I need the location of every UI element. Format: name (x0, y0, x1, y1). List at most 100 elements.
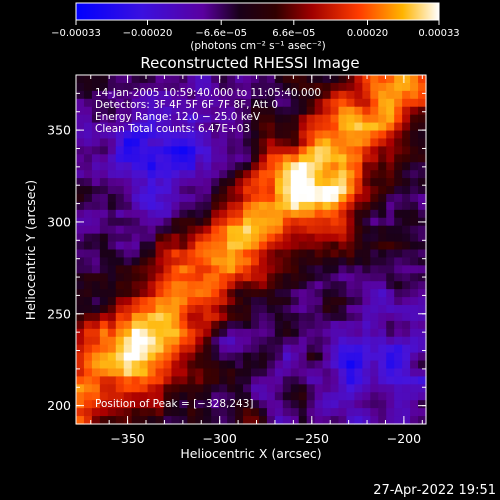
heatmap-cell (91, 162, 101, 171)
heatmap-cell (282, 178, 292, 187)
heatmap-cell (155, 75, 165, 84)
heatmap-cell (163, 281, 173, 290)
heatmap-cell (195, 162, 204, 171)
heatmap-cell (131, 130, 141, 140)
heatmap-cell (418, 130, 427, 140)
heatmap-cell (258, 233, 268, 243)
heatmap-cell (274, 106, 284, 116)
heatmap-cell (243, 201, 252, 211)
heatmap-cell (187, 384, 196, 393)
heatmap-cell (203, 265, 212, 274)
heatmap-cell (171, 241, 180, 251)
heatmap-cell (235, 170, 244, 179)
heatmap-cell (402, 209, 411, 219)
heatmap-cell (139, 289, 149, 298)
heatmap-cell (266, 138, 276, 147)
heatmap-cell (346, 344, 355, 354)
heatmap-cell (131, 336, 141, 346)
heatmap-cell (219, 114, 228, 124)
heatmap-cell (418, 273, 427, 282)
heatmap-cell (155, 336, 165, 346)
heatmap-cell (179, 336, 188, 346)
heatmap-cell (402, 241, 411, 251)
heatmap-cell (274, 384, 284, 393)
heatmap-cell (410, 273, 419, 282)
heatmap-cell (155, 186, 165, 195)
heatmap-cell (195, 201, 204, 211)
heatmap-cell (76, 368, 85, 378)
heatmap-cell (115, 320, 125, 330)
heatmap-cell (282, 162, 292, 171)
heatmap-cell (306, 146, 316, 155)
heatmap-cell (258, 384, 268, 393)
heatmap-cell (402, 154, 411, 163)
heatmap-cell (338, 336, 348, 346)
heatmap-cell (314, 114, 324, 124)
heatmap-cell (282, 368, 292, 378)
heatmap-cell (394, 312, 403, 322)
heatmap-cell (83, 146, 93, 155)
heatmap-cell (274, 312, 284, 322)
heatmap-cell (394, 146, 403, 155)
heatmap-cell (243, 154, 252, 163)
heatmap-cell (298, 320, 308, 330)
heatmap-cell (410, 106, 419, 116)
heatmap-cell (402, 217, 411, 227)
heatmap-cell (99, 265, 109, 274)
heatmap-cell (131, 376, 141, 385)
heatmap-cell (258, 352, 268, 362)
heatmap-cell (322, 217, 332, 227)
heatmap-cell (131, 193, 141, 203)
heatmap-cell (322, 352, 332, 362)
heatmap-cell (274, 320, 284, 330)
heatmap-cell (219, 281, 228, 290)
heatmap-cell (290, 376, 300, 385)
heatmap-cell (410, 75, 419, 84)
heatmap-cell (83, 257, 93, 266)
heatmap-cell (418, 146, 427, 155)
heatmap-cell (219, 400, 228, 409)
heatmap-cell (203, 186, 212, 195)
heatmap-cell (330, 392, 340, 401)
heatmap-cell (330, 416, 340, 425)
heatmap-cell (394, 186, 403, 195)
heatmap-cell (123, 265, 133, 274)
heatmap-cell (402, 400, 411, 409)
heatmap-cell (251, 384, 260, 393)
heatmap-cell (155, 154, 165, 163)
heatmap-cell (290, 138, 300, 147)
heatmap-cell (258, 225, 268, 235)
heatmap-cell (83, 297, 93, 306)
heatmap-cell (378, 265, 387, 274)
heatmap-cell (298, 225, 308, 235)
heatmap-cell (83, 384, 93, 393)
heatmap-cell (115, 193, 125, 203)
heatmap-cell (306, 178, 316, 187)
heatmap-cell (179, 400, 188, 409)
heatmap-cell (362, 249, 371, 259)
heatmap-cell (378, 289, 387, 298)
heatmap-cell (410, 344, 419, 354)
heatmap-cell (227, 376, 236, 385)
heatmap-cell (402, 170, 411, 179)
heatmap-cell (123, 98, 133, 108)
heatmap-cell (107, 249, 117, 259)
heatmap-cell (266, 416, 276, 425)
heatmap-cell (282, 273, 292, 282)
heatmap-cell (147, 257, 157, 266)
heatmap-cell (91, 90, 101, 100)
heatmap-cell (266, 170, 276, 179)
heatmap-cell (187, 201, 196, 211)
heatmap-cell (362, 193, 371, 203)
heatmap-cell (99, 201, 109, 211)
heatmap-cell (410, 193, 419, 203)
heatmap-cell (251, 75, 260, 84)
heatmap-cell (258, 170, 268, 179)
heatmap-cell (243, 82, 252, 92)
heatmap-cell (179, 146, 188, 155)
heatmap-cell (354, 265, 363, 274)
heatmap-cell (282, 281, 292, 290)
heatmap-cell (107, 265, 117, 274)
heatmap-cell (179, 209, 188, 219)
heatmap-cell (251, 416, 260, 425)
